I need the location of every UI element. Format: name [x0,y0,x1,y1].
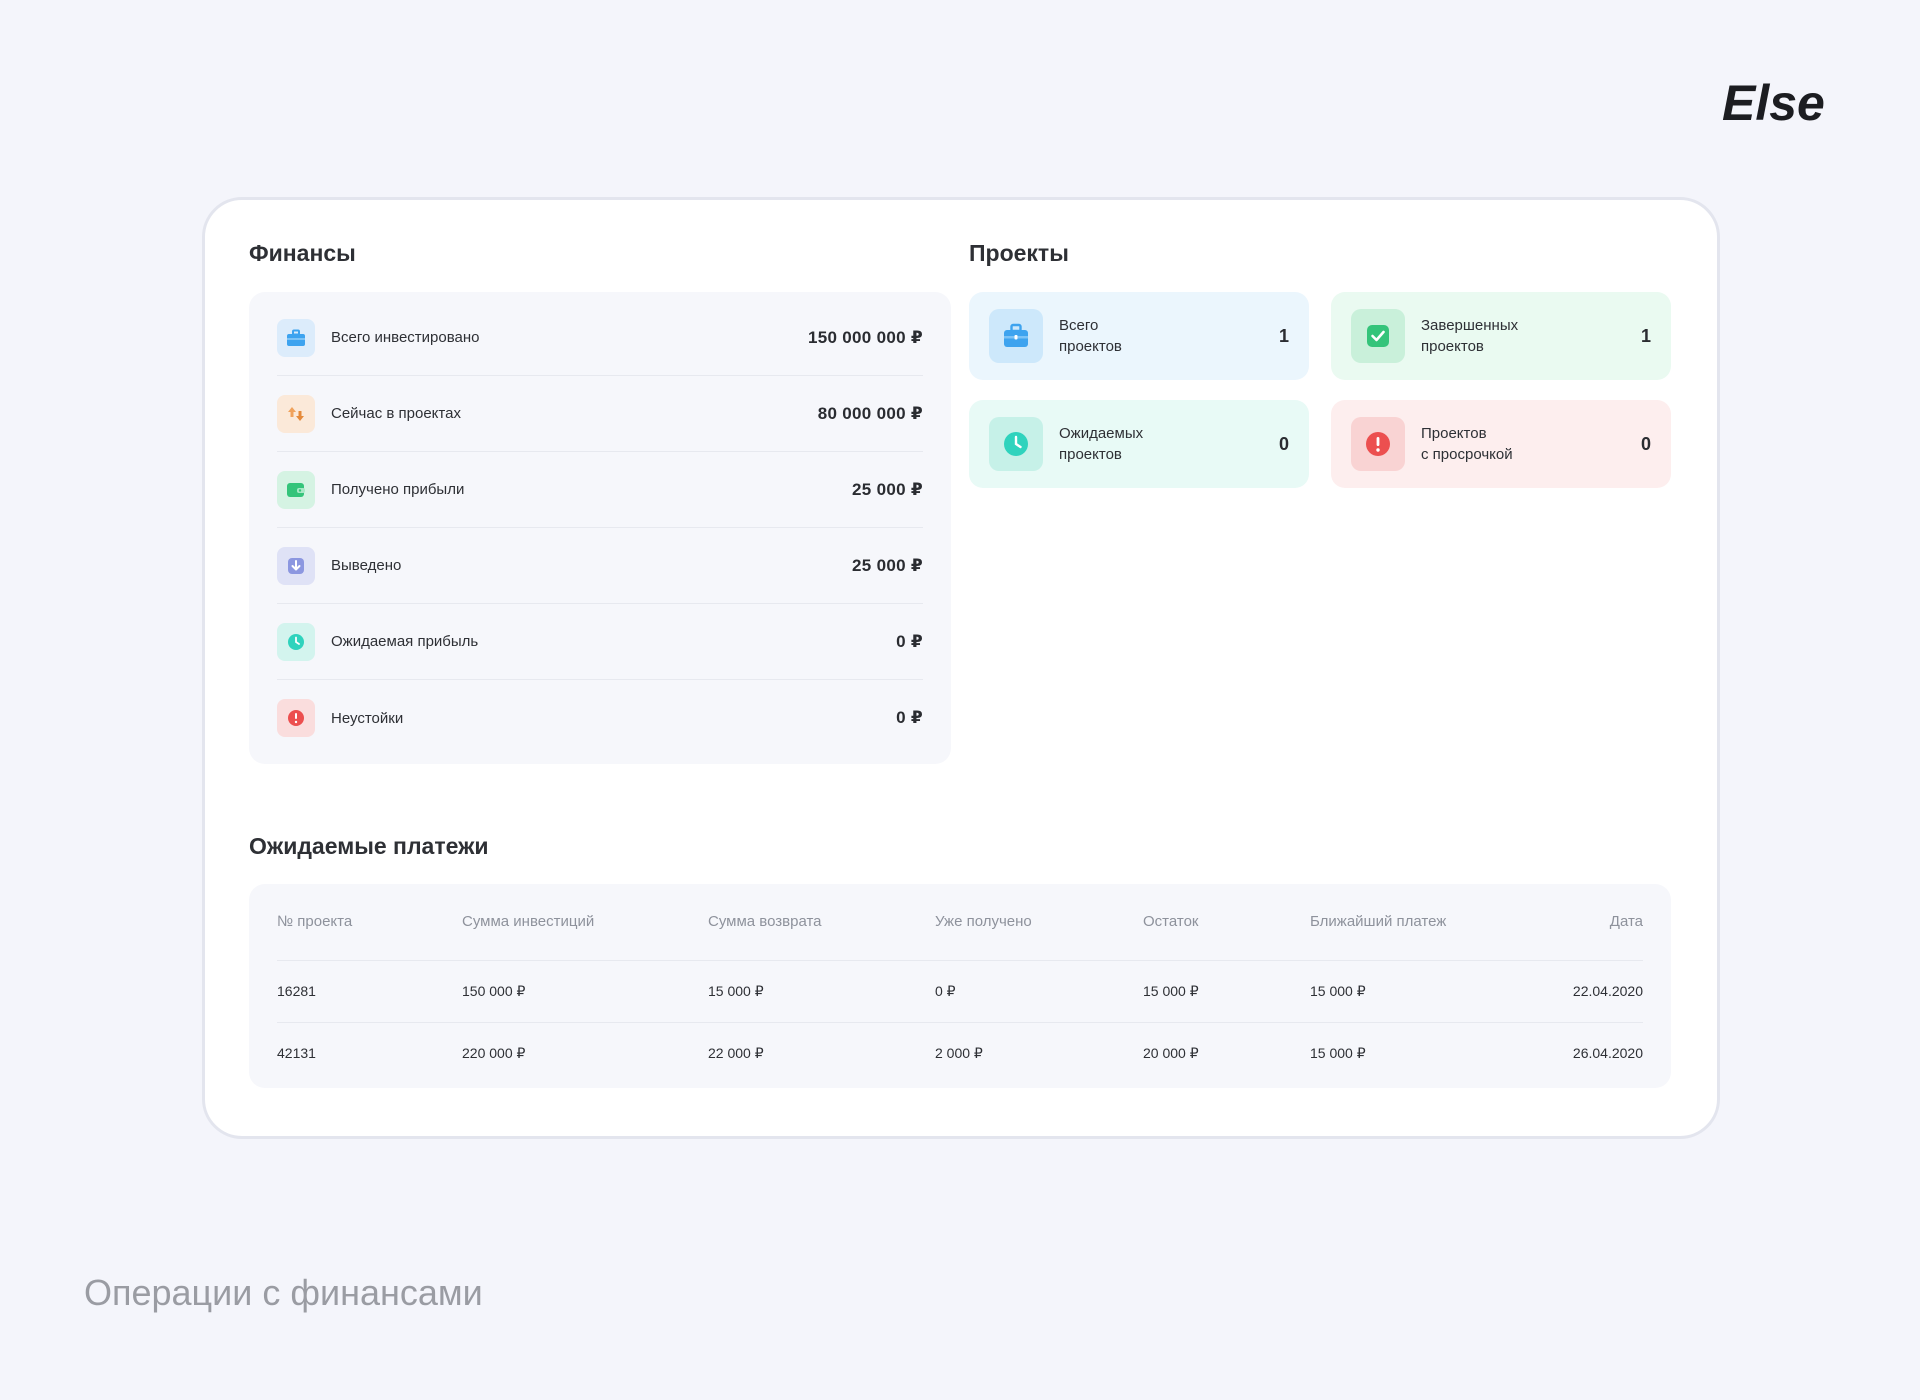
download-icon [277,546,315,585]
column-header[interactable]: Сумма возврата [708,884,935,961]
finance-value: 25 000 ₽ [852,479,923,499]
finances-title: Финансы [249,240,356,266]
finance-row-penalties: Неустойки 0 ₽ [277,680,923,756]
project-tile-expected[interactable]: Ожидаемых проектов 0 [969,400,1309,488]
projects-title: Проекты [969,240,1069,266]
tile-label: Завершенных проектов [1421,317,1519,355]
finance-label: Сейчас в проектах [331,405,461,422]
tile-count: 1 [1278,325,1289,346]
table-cell: 22 000 ₽ [708,1044,764,1061]
finance-label: Получено прибыли [331,481,465,498]
column-header[interactable]: Дата [1560,884,1643,961]
clock-icon [277,622,315,661]
finance-value: 80 000 000 ₽ [817,403,923,423]
briefcase-icon [277,318,315,357]
table-cell: 42131 [277,1045,316,1062]
clock-icon [989,417,1043,471]
table-cell: 2 000 ₽ [935,1044,983,1061]
alert-icon [1351,417,1405,471]
finance-value: 0 ₽ [896,631,923,651]
payments-title: Ожидаемые платежи [249,833,489,859]
table-cell: 26.04.2020 [1572,1045,1643,1062]
finance-label: Выведено [331,557,402,574]
transfer-icon [277,394,315,433]
dashboard-card: Финансы Всего инвестировано 150 000 000 … [202,197,1720,1139]
table-cell: 220 000 ₽ [462,1044,526,1061]
finances-panel: Всего инвестировано 150 000 000 ₽ Сейчас… [249,292,951,764]
table-cell: 150 000 ₽ [462,960,708,1023]
finance-value: 150 000 000 ₽ [808,327,923,347]
tile-count: 0 [1640,433,1651,454]
finance-label: Неустойки [331,709,404,727]
else-logo: Else [1722,75,1825,131]
footer-caption: Операции с финансами [84,1272,483,1313]
finance-row-total-invested: Всего инвестировано 150 000 000 ₽ [277,300,923,376]
svg-text:Else: Else [1722,75,1825,131]
finance-label: Всего инвестировано [331,329,480,346]
project-tile-total[interactable]: Всего проектов 1 [969,292,1309,380]
tile-label: Проектов с просрочкой [1421,425,1513,463]
alert-icon [277,699,315,737]
table-cell: 15 000 ₽ [1310,1044,1366,1061]
table-header-row: № проекта Сумма инвестиций Сумма возврат… [277,884,1643,961]
column-header[interactable]: № проекта [277,884,462,961]
column-header[interactable]: Остаток [1143,884,1310,961]
finance-value: 25 000 ₽ [852,555,923,575]
table-row[interactable]: 42131 220 000 ₽ 22 000 ₽ 2 000 ₽ 20 000 … [277,1022,1643,1084]
payments-table: № проекта Сумма инвестиций Сумма возврат… [277,884,1643,1084]
table-row[interactable]: 16281 150 000 ₽ 15 000 ₽ 0 ₽ 15 000 ₽ 15… [277,960,1643,1023]
tile-count: 0 [1278,433,1289,454]
tile-count: 1 [1640,325,1651,346]
table-cell: 16281 [277,960,462,1023]
column-header[interactable]: Уже получено [935,884,1143,961]
column-header[interactable]: Сумма инвестиций [462,884,708,961]
table-cell: 15 000 ₽ [1143,960,1310,1023]
check-icon [1351,309,1405,363]
tile-label: Ожидаемых проектов [1059,425,1144,463]
column-header[interactable]: Ближайший платеж [1310,884,1560,961]
project-tile-overdue[interactable]: Проектов с просрочкой 0 [1331,400,1671,488]
briefcase-icon [989,309,1043,363]
finance-row-withdrawn: Выведено 25 000 ₽ [277,528,923,604]
table-cell: 22.04.2020 [1560,960,1643,1023]
table-cell: 0 ₽ [935,960,1143,1023]
finance-value: 0 ₽ [896,708,923,727]
finance-label: Ожидаемая прибыль [331,633,479,650]
wallet-icon [277,470,315,509]
finance-row-profit-received: Получено прибыли 25 000 ₽ [277,452,923,528]
tile-label: Всего проектов [1059,317,1122,355]
project-tile-completed[interactable]: Завершенных проектов 1 [1331,292,1671,380]
finance-row-in-projects: Сейчас в проектах 80 000 000 ₽ [277,376,923,452]
table-cell: 20 000 ₽ [1143,1044,1199,1061]
finance-row-expected-profit: Ожидаемая прибыль 0 ₽ [277,604,923,680]
payments-table-panel: № проекта Сумма инвестиций Сумма возврат… [249,884,1671,1088]
table-cell: 15 000 ₽ [708,960,935,1023]
table-cell: 15 000 ₽ [1310,960,1560,1023]
